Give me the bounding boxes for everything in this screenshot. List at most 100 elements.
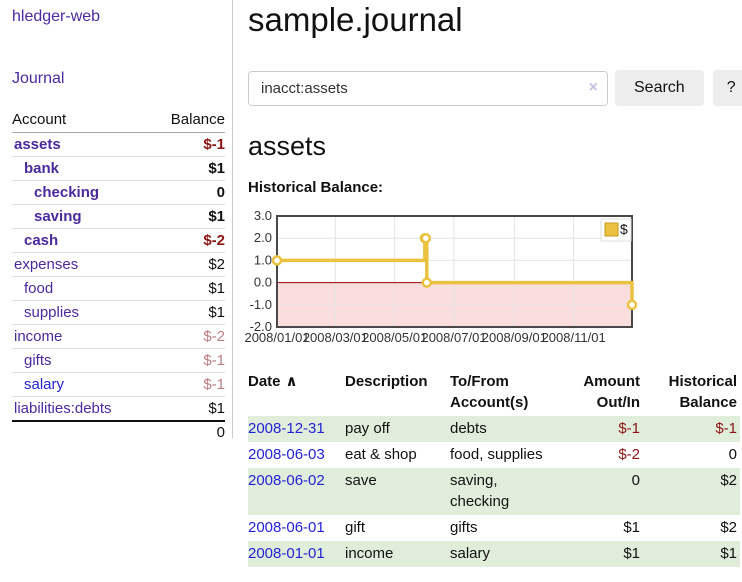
register-row: 2008-01-01incomesalary$1$1 [248,541,740,567]
account-row: saving $1 [12,204,225,228]
account-row: income $-2 [12,324,225,348]
account-link[interactable]: supplies [12,303,79,322]
main-content: sample.journal × Search ? assets Histori… [233,0,742,582]
accounts-total-row: 0 [12,420,225,443]
transaction-accounts: saving, checking [450,468,566,515]
account-balance: $1 [208,207,225,226]
y-axis-tick-label: 1.0 [254,252,272,267]
register-row: 2008-12-31pay offdebts$-1$-1 [248,416,740,442]
register-row: 2008-06-03eat & shopfood, supplies$-20 [248,442,740,468]
account-link[interactable]: assets [12,135,61,154]
account-balance: $-1 [203,135,225,154]
brand-link[interactable]: hledger-web [12,8,224,26]
transaction-balance: $1 [643,541,740,567]
account-row: liabilities:debts $1 [12,396,225,420]
search-input[interactable] [248,71,608,106]
transaction-description: pay off [345,416,450,442]
account-balance: $-1 [203,375,225,394]
search-bar: × Search ? [248,70,742,106]
register-row: 2008-06-02 savesaving, checking0$2 [248,468,740,515]
account-row: gifts $-1 [12,348,225,372]
sort-ascending-icon: ∧ [286,373,298,390]
account-balance: $-1 [203,351,225,370]
transaction-date-link[interactable]: 2008-06-01 [248,519,325,536]
balance-column-header: Balance [171,111,225,128]
account-balance: $2 [208,255,225,274]
app: hledger-web Journal Account Balance asse… [0,0,742,582]
chart-section-label: Historical Balance: [248,179,742,196]
register-header-row: Date∧ Description To/From Account(s) Amo… [248,369,740,416]
account-link[interactable]: saving [12,207,82,226]
transaction-date-link[interactable]: 2008-06-02 [248,472,325,489]
register-row: 2008-06-01giftgifts$1$2 [248,515,740,541]
x-axis-tick-label: 2008/05/01 [362,330,427,345]
transaction-balance: $2 [643,468,740,515]
account-balance: $1 [208,303,225,322]
transaction-amount: 0 [566,468,643,515]
transaction-balance: 0 [643,442,740,468]
sidebar: hledger-web Journal Account Balance asse… [0,0,233,438]
x-axis-tick-label: 2008/11/01 [542,330,606,345]
account-link[interactable]: expenses [12,255,78,274]
transaction-accounts: food, supplies [450,442,566,468]
accounts-table: Account Balance assets $-1 bank $1 checking 0… [12,109,225,443]
transaction-description: save [345,468,450,515]
transaction-accounts: salary [450,541,566,567]
date-column-header[interactable]: Date∧ [248,369,345,416]
account-row: expenses $2 [12,252,225,276]
account-row: checking 0 [12,180,225,204]
transaction-date-link[interactable]: 2008-06-03 [248,446,325,463]
y-axis-tick-label: 0.0 [254,275,272,290]
account-row: bank $1 [12,156,225,180]
data-point-marker [423,279,431,287]
data-point-marker [628,301,636,309]
legend-swatch [605,223,618,236]
accounts-column-header: To/From Account(s) [450,369,566,416]
chart-container: $3.02.01.00.0-1.0-2.02008/01/012008/03/0… [248,209,742,349]
account-link[interactable]: cash [12,231,58,250]
account-heading: assets [248,130,742,162]
historical-balance-chart: $3.02.01.00.0-1.0-2.02008/01/012008/03/0… [248,209,742,349]
account-row: food $1 [12,276,225,300]
account-balance: $-2 [203,327,225,346]
account-balance: $1 [208,279,225,298]
account-balance: $1 [208,159,225,178]
account-link[interactable]: checking [12,183,99,202]
description-column-header: Description [345,369,450,416]
transaction-amount: $1 [566,541,643,567]
search-box: × [248,71,608,106]
amount-column-header: Amount Out/In [566,369,643,416]
accounts-table-header: Account Balance [12,109,225,133]
account-link[interactable]: bank [12,159,59,178]
y-axis-tick-label: 2.0 [254,230,272,245]
account-balance: 0 [217,183,225,202]
x-axis-tick-label: 2008/07/01 [421,330,486,345]
data-point-marker [273,256,281,264]
account-link[interactable]: food [12,279,53,298]
account-balance: $1 [208,399,225,418]
transaction-accounts: debts [450,416,566,442]
x-axis-tick-label: 2008/03/01 [303,330,368,345]
legend-label: $ [620,221,628,237]
account-row: assets $-1 [12,133,225,156]
account-balance: $-2 [203,231,225,250]
account-row: supplies $1 [12,300,225,324]
account-link[interactable]: salary [12,375,64,394]
transaction-description: eat & shop [345,442,450,468]
y-axis-tick-label: 3.0 [254,208,272,223]
account-row: salary $-1 [12,372,225,396]
account-link[interactable]: income [12,327,62,346]
transaction-date-link[interactable]: 2008-12-31 [248,420,325,437]
transaction-date-link[interactable]: 2008-01-01 [248,545,325,562]
page-title: sample.journal [248,0,742,40]
sidebar-item-journal[interactable]: Journal [12,70,224,88]
clear-search-icon[interactable]: × [589,79,598,97]
help-button[interactable]: ? [713,70,742,106]
search-button[interactable]: Search [615,70,704,106]
x-axis-tick-label: 2008/09/01 [482,330,547,345]
transaction-description: gift [345,515,450,541]
account-link[interactable]: liabilities:debts [12,399,112,418]
balance-column-header: Historical Balance [643,369,740,416]
account-link[interactable]: gifts [12,351,52,370]
transaction-description: income [345,541,450,567]
